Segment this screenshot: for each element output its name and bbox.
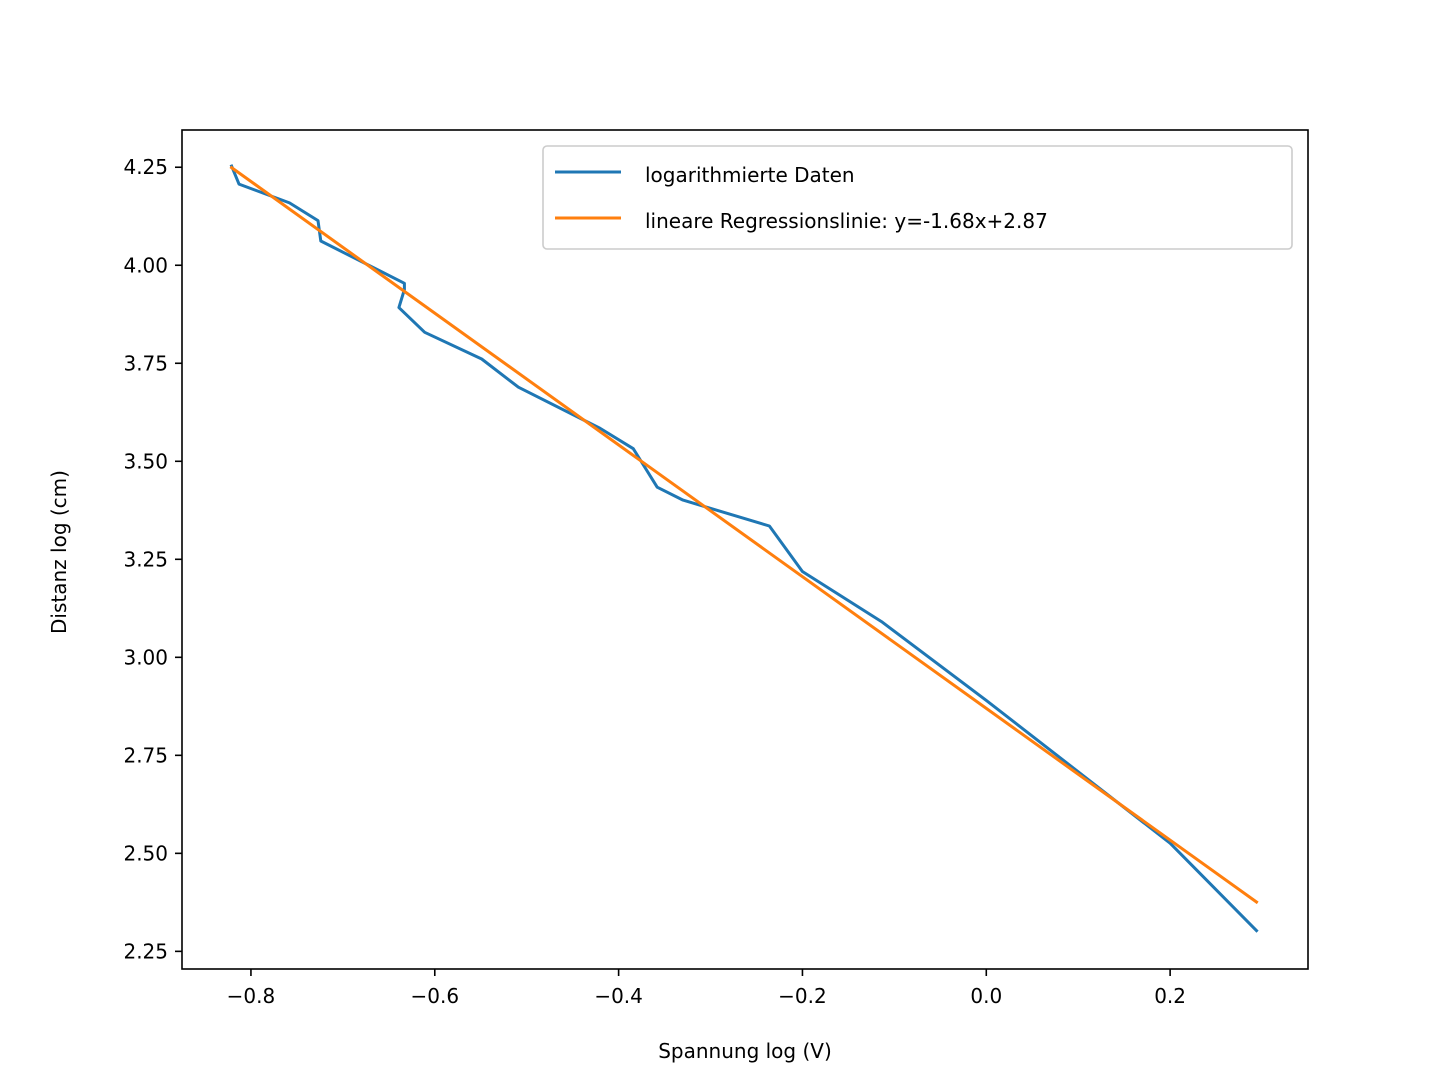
x-tick-label: −0.6: [410, 984, 459, 1008]
y-tick-label: 3.25: [123, 547, 168, 571]
y-tick-label: 3.50: [123, 449, 168, 473]
legend-label-data: logarithmierte Daten: [645, 163, 855, 187]
series-layer: [229, 164, 1259, 933]
y-tick-label: 3.75: [123, 351, 168, 375]
legend-label-regression: lineare Regressionslinie: y=-1.68x+2.87: [645, 209, 1048, 233]
y-axis-label: Distanz log (cm): [47, 470, 71, 634]
series-line-data: [229, 164, 1259, 933]
x-tick-label: −0.4: [594, 984, 643, 1008]
y-tick-label: 4.25: [123, 155, 168, 179]
legend: logarithmierte Daten lineare Regressions…: [542, 145, 1293, 250]
x-tick-label: −0.2: [778, 984, 827, 1008]
plot-area: [182, 130, 1308, 969]
series-line-regression: [229, 165, 1259, 905]
y-tick-label: 3.00: [123, 645, 168, 669]
y-tick-label: 2.75: [123, 743, 168, 767]
x-ticks: −0.8 −0.6 −0.4 −0.2 0.0 0.2: [227, 969, 1186, 1008]
x-tick-label: −0.8: [227, 984, 276, 1008]
legend-box: [542, 145, 1293, 250]
y-tick-label: 2.25: [123, 939, 168, 963]
y-ticks: 2.25 2.50 2.75 3.00 3.25 3.50 3.75 4.00 4.25: [123, 155, 182, 963]
y-tick-label: 4.00: [123, 253, 168, 277]
x-tick-label: 0.2: [1154, 984, 1186, 1008]
y-tick-label: 2.50: [123, 841, 168, 865]
axes-frame: [181, 129, 1309, 970]
x-axis-label: Spannung log (V): [658, 1039, 832, 1063]
x-tick-label: 0.0: [970, 984, 1002, 1008]
